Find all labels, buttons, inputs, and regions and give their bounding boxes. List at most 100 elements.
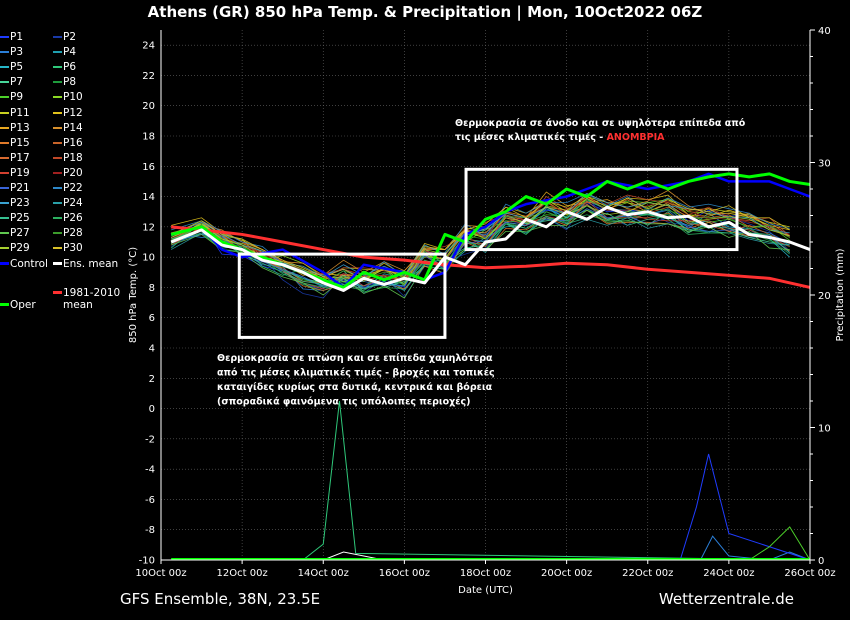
legend-swatch <box>53 202 62 205</box>
annotation-boxes <box>237 167 739 339</box>
legend-label: P3 <box>10 46 24 59</box>
legend-label: P8 <box>63 76 77 89</box>
precipitation-line <box>171 535 811 561</box>
dry-highlight: ΑΝΟΜΒΡΙΑ <box>607 132 666 143</box>
y2-tick-label: 0 <box>818 556 824 567</box>
ensemble-member-line <box>171 212 790 290</box>
legend-label: P23 <box>10 197 30 210</box>
y-tick-label: -10 <box>139 556 155 567</box>
legend-label: P12 <box>63 106 83 119</box>
x-tick-label: 16Oct 00z <box>379 568 430 579</box>
legend-label: P15 <box>10 136 30 149</box>
precipitation-line <box>171 453 811 561</box>
legend-swatch <box>0 36 9 38</box>
legend-swatch <box>53 217 62 220</box>
x-axis-label: Date (UTC) <box>458 585 513 596</box>
y-tick-label: -2 <box>145 434 155 445</box>
legend-label: P2 <box>63 31 77 43</box>
legend-label: P14 <box>63 121 83 134</box>
y-tick-label: 18 <box>142 132 155 143</box>
legend-label: P5 <box>10 61 24 74</box>
legend-label: P11 <box>10 106 30 119</box>
legend-label: Oper <box>10 299 36 311</box>
y2-tick-label: 10 <box>818 424 831 435</box>
series-line-ens-mean <box>170 205 811 292</box>
precipitation-line <box>171 400 811 561</box>
warm-annotation-line-1: Θερμοκρασία σε άνοδο και σε υψηλότερα επ… <box>455 118 746 129</box>
cool-annotation-line: (σποραδικά φαινόμενα τις υπόλοιπες περιο… <box>217 397 471 408</box>
legend-swatch <box>53 187 62 189</box>
legend-swatch <box>0 96 9 99</box>
legend-swatch <box>0 303 9 306</box>
legend-swatch <box>53 111 62 114</box>
legend-swatch <box>0 187 9 189</box>
legend-label: P4 <box>63 46 77 59</box>
y-tick-label: 24 <box>142 41 155 52</box>
legend-swatch <box>0 232 9 235</box>
legend-swatch <box>0 156 9 159</box>
legend-swatch <box>53 156 62 159</box>
y-tick-label: 20 <box>142 101 155 112</box>
y2-tick-label: 30 <box>818 159 831 170</box>
cool-period-box <box>237 252 447 339</box>
legend-swatch <box>53 141 62 144</box>
legend-label: Control <box>10 257 48 270</box>
legend-swatch <box>53 66 62 69</box>
series-line-control <box>170 172 811 289</box>
legend-swatch <box>0 202 9 205</box>
chart-grid <box>160 30 811 561</box>
legend-swatch <box>0 111 9 114</box>
y-tick-label: -6 <box>145 495 155 506</box>
legend-label: P26 <box>63 212 83 225</box>
precipitation-layer <box>171 400 811 561</box>
x-tick-label: 18Oct 00z <box>460 568 511 579</box>
legend-swatch <box>0 217 9 220</box>
legend-label: P21 <box>10 182 30 194</box>
legend-swatch <box>53 96 62 99</box>
legend-swatch <box>53 51 62 54</box>
x-tick-label: 12Oct 00z <box>217 568 268 579</box>
legend-label: P9 <box>10 91 24 104</box>
y-tick-label: 12 <box>142 222 155 233</box>
warm-annotation-text: τις μέσες κλιματικές τιμές - <box>455 132 607 143</box>
legend-swatch <box>53 261 62 265</box>
x-tick-label: 26Oct 00z <box>784 568 835 579</box>
y2-tick-label: 40 <box>818 26 831 37</box>
legend-swatch <box>53 36 62 38</box>
legend-swatch <box>53 291 62 294</box>
y-tick-label: -8 <box>145 525 155 536</box>
legend-swatch <box>0 81 9 84</box>
legend-label: P29 <box>10 242 30 255</box>
legend-label: P10 <box>63 91 83 104</box>
y-tick-label: 14 <box>142 192 155 203</box>
legend-swatch <box>0 126 9 129</box>
legend-label: P13 <box>10 121 30 134</box>
y-tick-label: 0 <box>149 404 155 415</box>
legend-label: P1 <box>10 31 24 43</box>
legend-label: P20 <box>63 166 83 179</box>
series-line-1981-2010-mean <box>170 225 811 289</box>
legend-swatch <box>0 66 9 69</box>
warm-period-box <box>464 167 739 252</box>
chart-title: Athens (GR) 850 hPa Temp. & Precipitatio… <box>147 3 703 21</box>
y-tick-label: 22 <box>142 71 155 82</box>
x-tick-label: 20Oct 00z <box>541 568 592 579</box>
legend-label: 1981-2010 mean <box>63 287 121 311</box>
y-tick-label: 10 <box>142 253 155 264</box>
legend-label: P19 <box>10 166 30 179</box>
x-tick-label: 10Oct 00z <box>135 568 186 579</box>
legend-swatch <box>53 232 62 235</box>
legend-swatch <box>53 81 62 84</box>
legend-label: P17 <box>10 151 30 164</box>
annotation-texts: Θερμοκρασία σε άνοδο και σε υψηλότερα επ… <box>217 118 746 408</box>
site-credit: Wetterzentrale.de <box>658 590 794 608</box>
ensemble-member-line <box>170 200 790 284</box>
legend-swatch <box>0 261 9 265</box>
y-tick-label: 8 <box>149 283 155 294</box>
legend-label: P25 <box>10 212 30 225</box>
x-tick-label: 24Oct 00z <box>703 568 754 579</box>
cool-annotation-line: από τις μέσες κλιματικές τιμές - βροχές … <box>217 368 495 379</box>
legend-label: P16 <box>63 136 83 149</box>
legend-swatch <box>53 171 62 174</box>
y-tick-label: 16 <box>142 162 155 173</box>
